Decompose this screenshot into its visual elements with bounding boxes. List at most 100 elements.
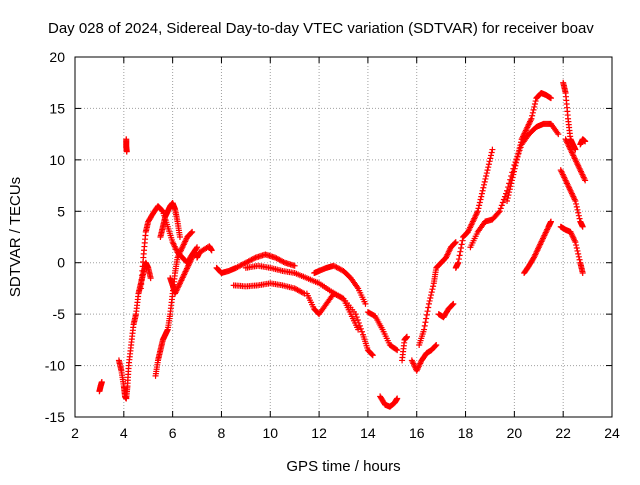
data-point xyxy=(474,208,481,215)
x-tick-label: 14 xyxy=(360,425,376,441)
data-point xyxy=(193,245,200,252)
data-point xyxy=(394,395,401,402)
chart-title: Day 028 of 2024, Sidereal Day-to-day VTE… xyxy=(48,20,594,37)
data-point xyxy=(458,245,465,252)
data-point xyxy=(573,242,580,249)
data-point xyxy=(300,289,307,296)
data-point xyxy=(483,173,490,180)
data-point xyxy=(123,148,130,155)
data-point xyxy=(480,184,487,191)
data-point xyxy=(582,138,589,145)
data-point xyxy=(500,196,507,203)
data-point xyxy=(428,292,435,299)
data-point xyxy=(530,255,537,262)
data-point xyxy=(423,311,430,318)
data-point xyxy=(457,248,464,255)
data-point xyxy=(489,146,496,153)
data-point xyxy=(176,234,183,240)
x-tick-label: 12 xyxy=(311,425,327,441)
data-point xyxy=(354,317,361,324)
data-point xyxy=(547,218,554,225)
data-point xyxy=(421,322,428,329)
data-point xyxy=(188,229,195,236)
data-point xyxy=(358,328,365,335)
data-point xyxy=(485,164,492,171)
data-point xyxy=(488,149,495,156)
x-tick-label: 6 xyxy=(169,425,177,441)
data-point xyxy=(430,283,437,290)
x-tick-label: 22 xyxy=(555,425,571,441)
data-point xyxy=(579,223,586,230)
y-tick-label: -10 xyxy=(45,358,65,374)
data-point xyxy=(511,165,518,172)
data-point xyxy=(476,199,483,206)
data-point xyxy=(573,245,580,252)
data-point xyxy=(529,112,536,119)
data-point xyxy=(574,206,581,213)
data-point xyxy=(452,239,459,246)
data-point xyxy=(517,142,524,149)
data-point xyxy=(427,294,434,301)
data-point xyxy=(455,256,462,263)
data-point xyxy=(496,208,503,215)
data-point xyxy=(189,228,196,235)
data-point xyxy=(511,168,518,175)
data-point xyxy=(362,300,369,307)
y-tick-label: 0 xyxy=(57,255,65,271)
x-tick-label: 8 xyxy=(218,425,226,441)
data-point xyxy=(505,192,512,199)
data-point xyxy=(573,203,580,210)
data-point xyxy=(475,205,482,212)
x-tick-label: 24 xyxy=(604,425,620,441)
y-tick-label: -15 xyxy=(45,409,65,425)
data-point xyxy=(429,286,436,293)
data-point xyxy=(484,167,491,174)
data-point xyxy=(510,171,517,178)
x-tick-label: 10 xyxy=(262,425,278,441)
data-point xyxy=(579,270,586,276)
data-point xyxy=(572,198,579,204)
data-point xyxy=(582,177,589,184)
data-point xyxy=(353,314,360,321)
data-point xyxy=(516,145,523,152)
data-point xyxy=(509,174,516,181)
data-point xyxy=(450,300,457,307)
data-point xyxy=(357,325,364,332)
data-point xyxy=(459,237,466,244)
data-point xyxy=(528,115,535,122)
data-point xyxy=(531,101,538,108)
data-point xyxy=(422,319,429,326)
data-point xyxy=(485,161,492,168)
data-point xyxy=(572,239,579,246)
data-point xyxy=(477,196,484,203)
data-point xyxy=(487,155,494,162)
y-axis-label: SDTVAR / TECUs xyxy=(7,177,24,297)
data-point xyxy=(208,247,215,254)
x-tick-label: 4 xyxy=(120,425,128,441)
data-point xyxy=(486,158,493,165)
data-point xyxy=(481,181,488,188)
data-point xyxy=(424,308,431,315)
data-point xyxy=(421,326,428,333)
data-point xyxy=(432,342,439,349)
data-point xyxy=(576,256,583,263)
x-tick-label: 18 xyxy=(458,425,474,441)
data-point xyxy=(499,199,506,206)
data-point xyxy=(423,315,430,322)
data-point xyxy=(478,193,485,200)
data-point xyxy=(532,98,539,105)
data-point xyxy=(506,189,513,196)
data-point xyxy=(508,180,515,187)
data-point xyxy=(403,333,410,340)
y-tick-label: 15 xyxy=(49,100,65,116)
data-point xyxy=(425,300,432,307)
data-point xyxy=(504,198,511,204)
y-tick-label: -5 xyxy=(53,306,66,322)
data-point xyxy=(573,200,580,207)
data-point xyxy=(369,352,376,359)
data-point xyxy=(555,131,562,138)
data-point xyxy=(479,187,486,194)
x-axis-label: GPS time / hours xyxy=(286,458,400,475)
